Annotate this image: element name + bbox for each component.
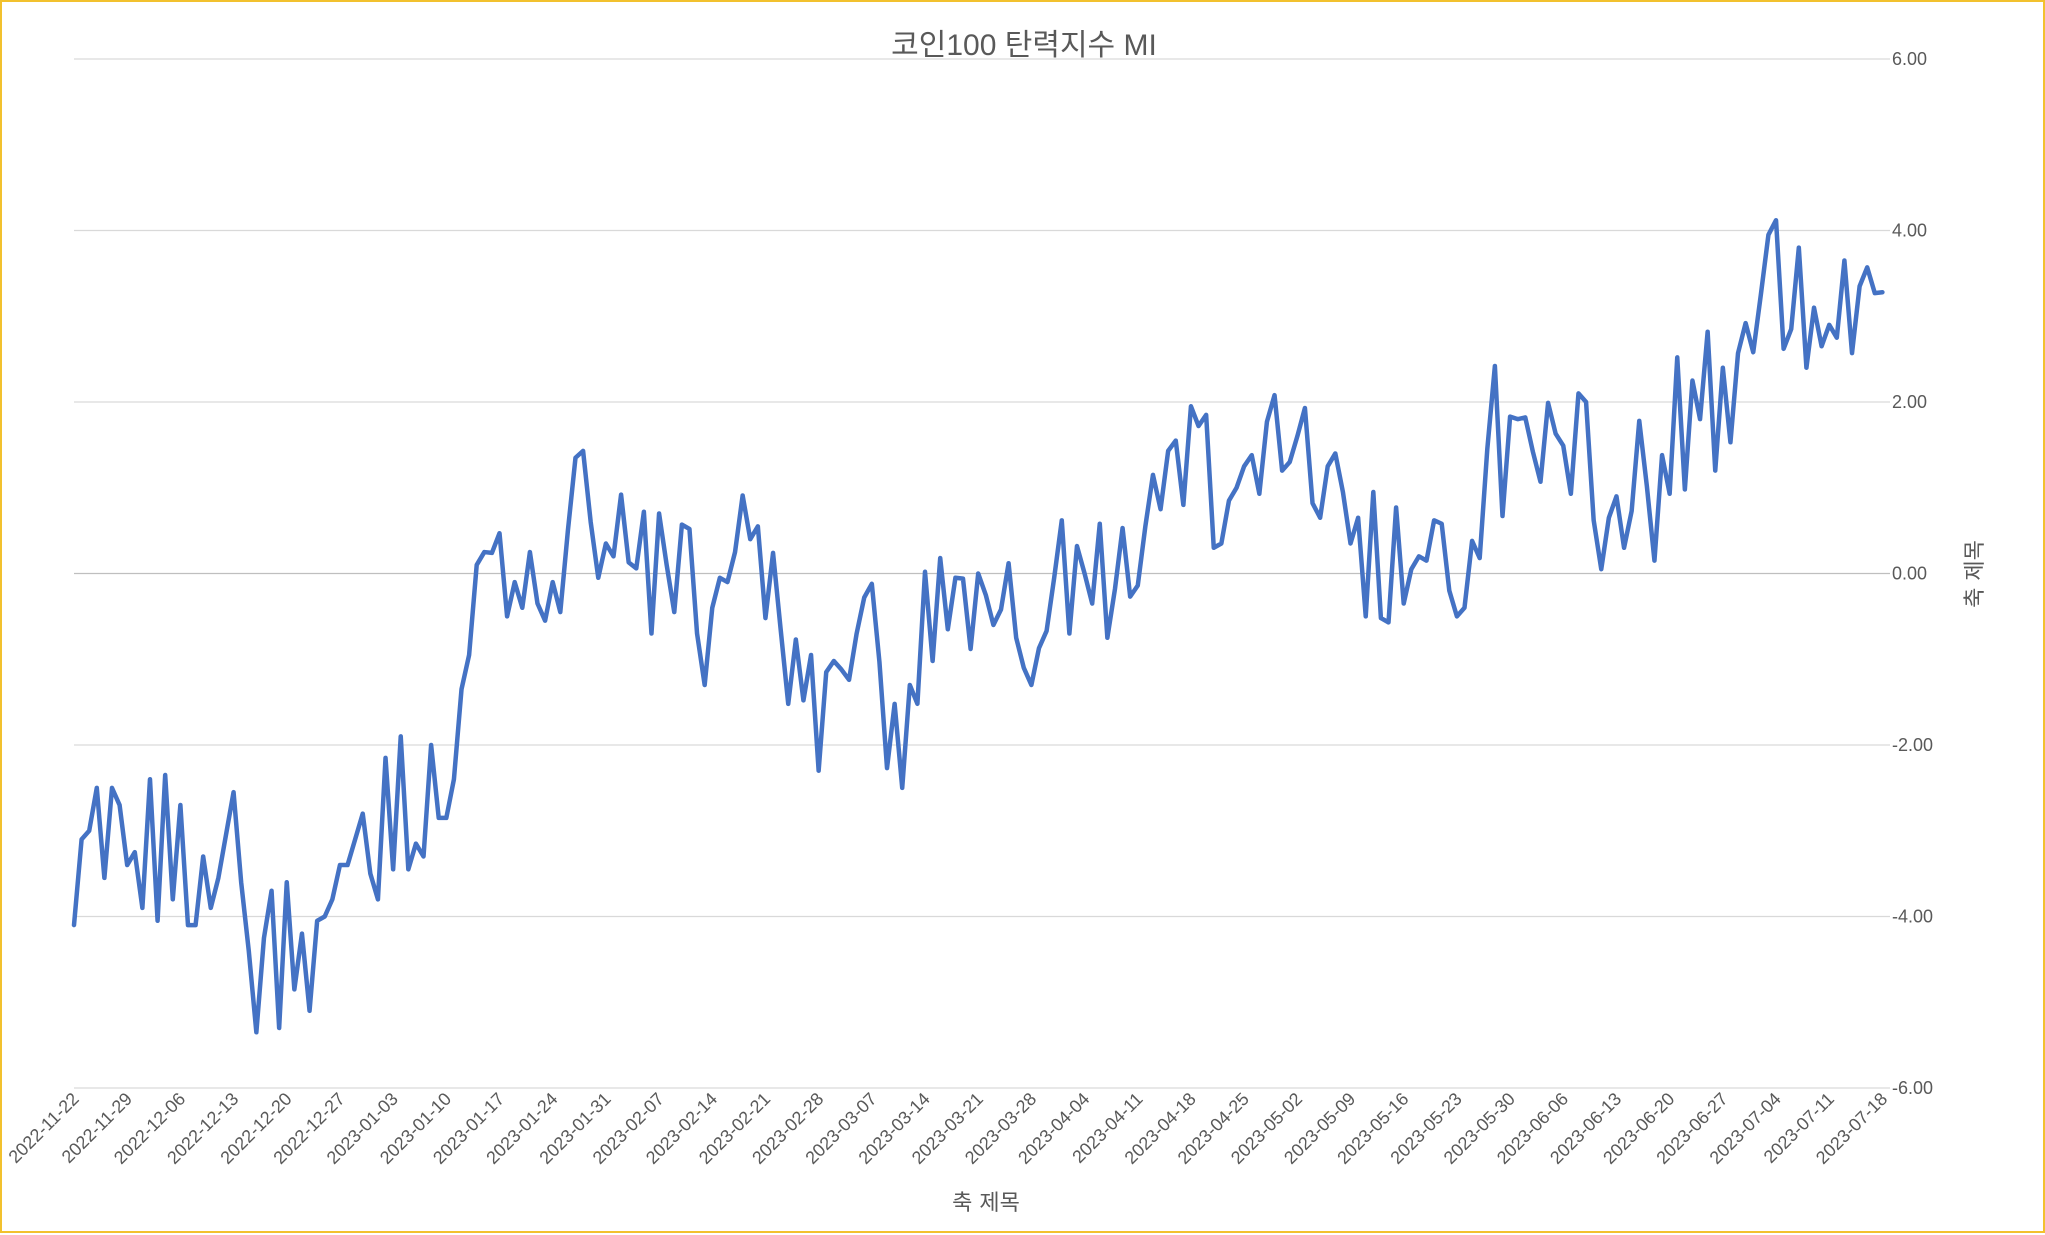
y-tick-label: 2.00 bbox=[1892, 392, 1927, 412]
y-tick-label: 0.00 bbox=[1892, 564, 1927, 584]
chart-title: 코인100 탄력지수 MI bbox=[891, 29, 1157, 62]
y-tick-label: 4.00 bbox=[1892, 221, 1927, 241]
gridlines bbox=[74, 58, 1890, 1089]
y-axis: -6.00 -4.00 -2.00 0.00 2.00 4.00 6.00 bbox=[1892, 49, 1933, 1098]
y-tick-label: -2.00 bbox=[1892, 735, 1933, 755]
y-axis-title: 축 제목 bbox=[1963, 540, 1988, 608]
x-axis-title: 축 제목 bbox=[952, 1191, 1020, 1216]
y-tick-label: -4.00 bbox=[1892, 907, 1933, 927]
y-tick-label: -6.00 bbox=[1892, 1078, 1933, 1098]
x-axis: 2022-11-222022-11-292022-12-062022-12-13… bbox=[5, 1089, 1892, 1168]
series-line-1 bbox=[71, 217, 1885, 1035]
series-layer bbox=[71, 217, 1885, 1035]
y-tick-label: 6.00 bbox=[1892, 49, 1927, 69]
